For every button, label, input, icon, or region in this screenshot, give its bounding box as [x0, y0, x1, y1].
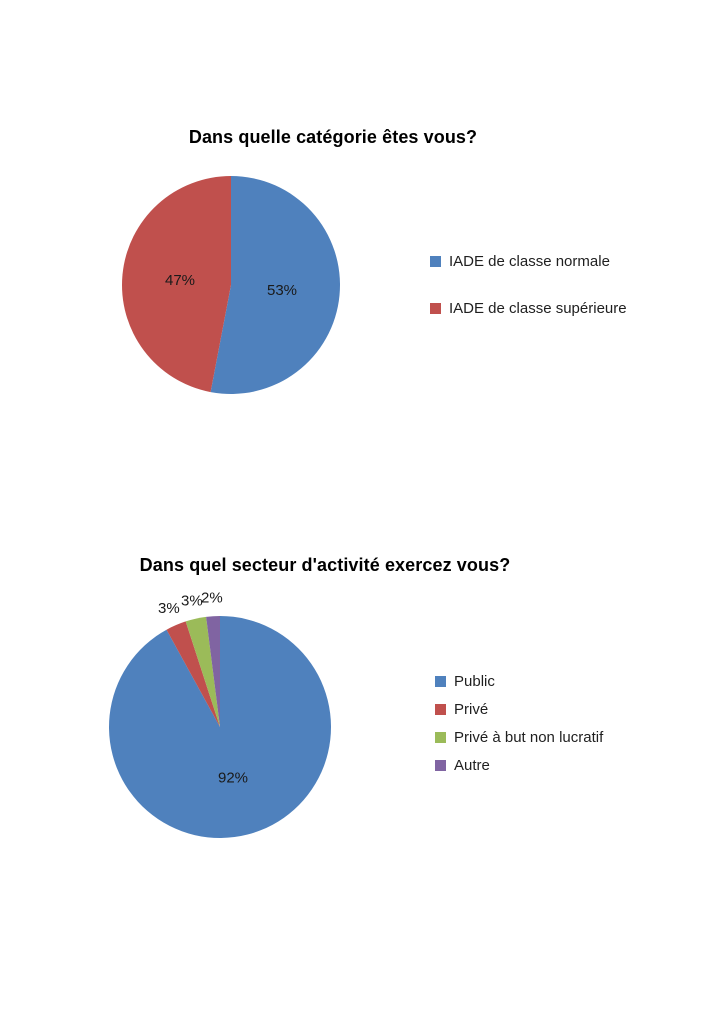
pie-slice-label-2: 3% — [181, 592, 203, 609]
pie-slice-2 — [185, 616, 220, 727]
chart-category-pie: 53% 47% — [122, 176, 341, 394]
legend-swatch-icon — [435, 703, 446, 715]
chart-category-legend: IADE de classe normale IADE de classe sup… — [430, 252, 627, 317]
pie-slice-0 — [109, 616, 332, 838]
legend-item: Privé à but non lucratif — [435, 728, 603, 746]
chart-sector-pie: 92%3% 3%2% — [109, 590, 332, 838]
pie-slice-label-3: 2% — [201, 590, 223, 607]
legend-item: IADE de classe normale — [430, 252, 627, 270]
legend-label: Public — [454, 672, 495, 690]
pie-slice-label-0: 92% — [218, 770, 248, 787]
legend-swatch-icon — [430, 302, 441, 314]
pie-slice-0 — [210, 176, 341, 394]
legend-label: Privé à but non lucratif — [454, 728, 604, 746]
legend-item: Public — [435, 672, 603, 690]
legend-label: Privé — [454, 700, 489, 718]
legend-swatch-icon — [430, 255, 441, 267]
pie-slice-label-1: 47% — [165, 272, 195, 289]
legend-item: IADE de classe supérieure — [430, 299, 627, 317]
legend-label: IADE de classe supérieure — [449, 299, 627, 317]
legend-item: Autre — [435, 756, 603, 774]
legend-label: IADE de classe normale — [449, 252, 610, 270]
chart-category-title: Dans quelle catégorie êtes vous? — [188, 127, 478, 147]
legend-swatch-icon — [435, 759, 446, 771]
legend-item: Privé — [435, 700, 603, 718]
legend-label: Autre — [454, 756, 490, 774]
legend-swatch-icon — [435, 675, 446, 687]
legend-swatch-icon — [435, 731, 446, 743]
pie-slice-1 — [166, 621, 220, 727]
pie-slice-label-1: 3% — [158, 600, 180, 617]
pie-slice-3 — [206, 616, 220, 727]
chart-sector-title: Dans quel secteur d'activité exercez vou… — [139, 555, 511, 575]
pie-slice-1 — [122, 176, 231, 393]
pie-slice-label-0: 53% — [267, 282, 297, 299]
chart-sector-legend: Public Privé Privé à but non lucratif Autre — [435, 672, 603, 774]
